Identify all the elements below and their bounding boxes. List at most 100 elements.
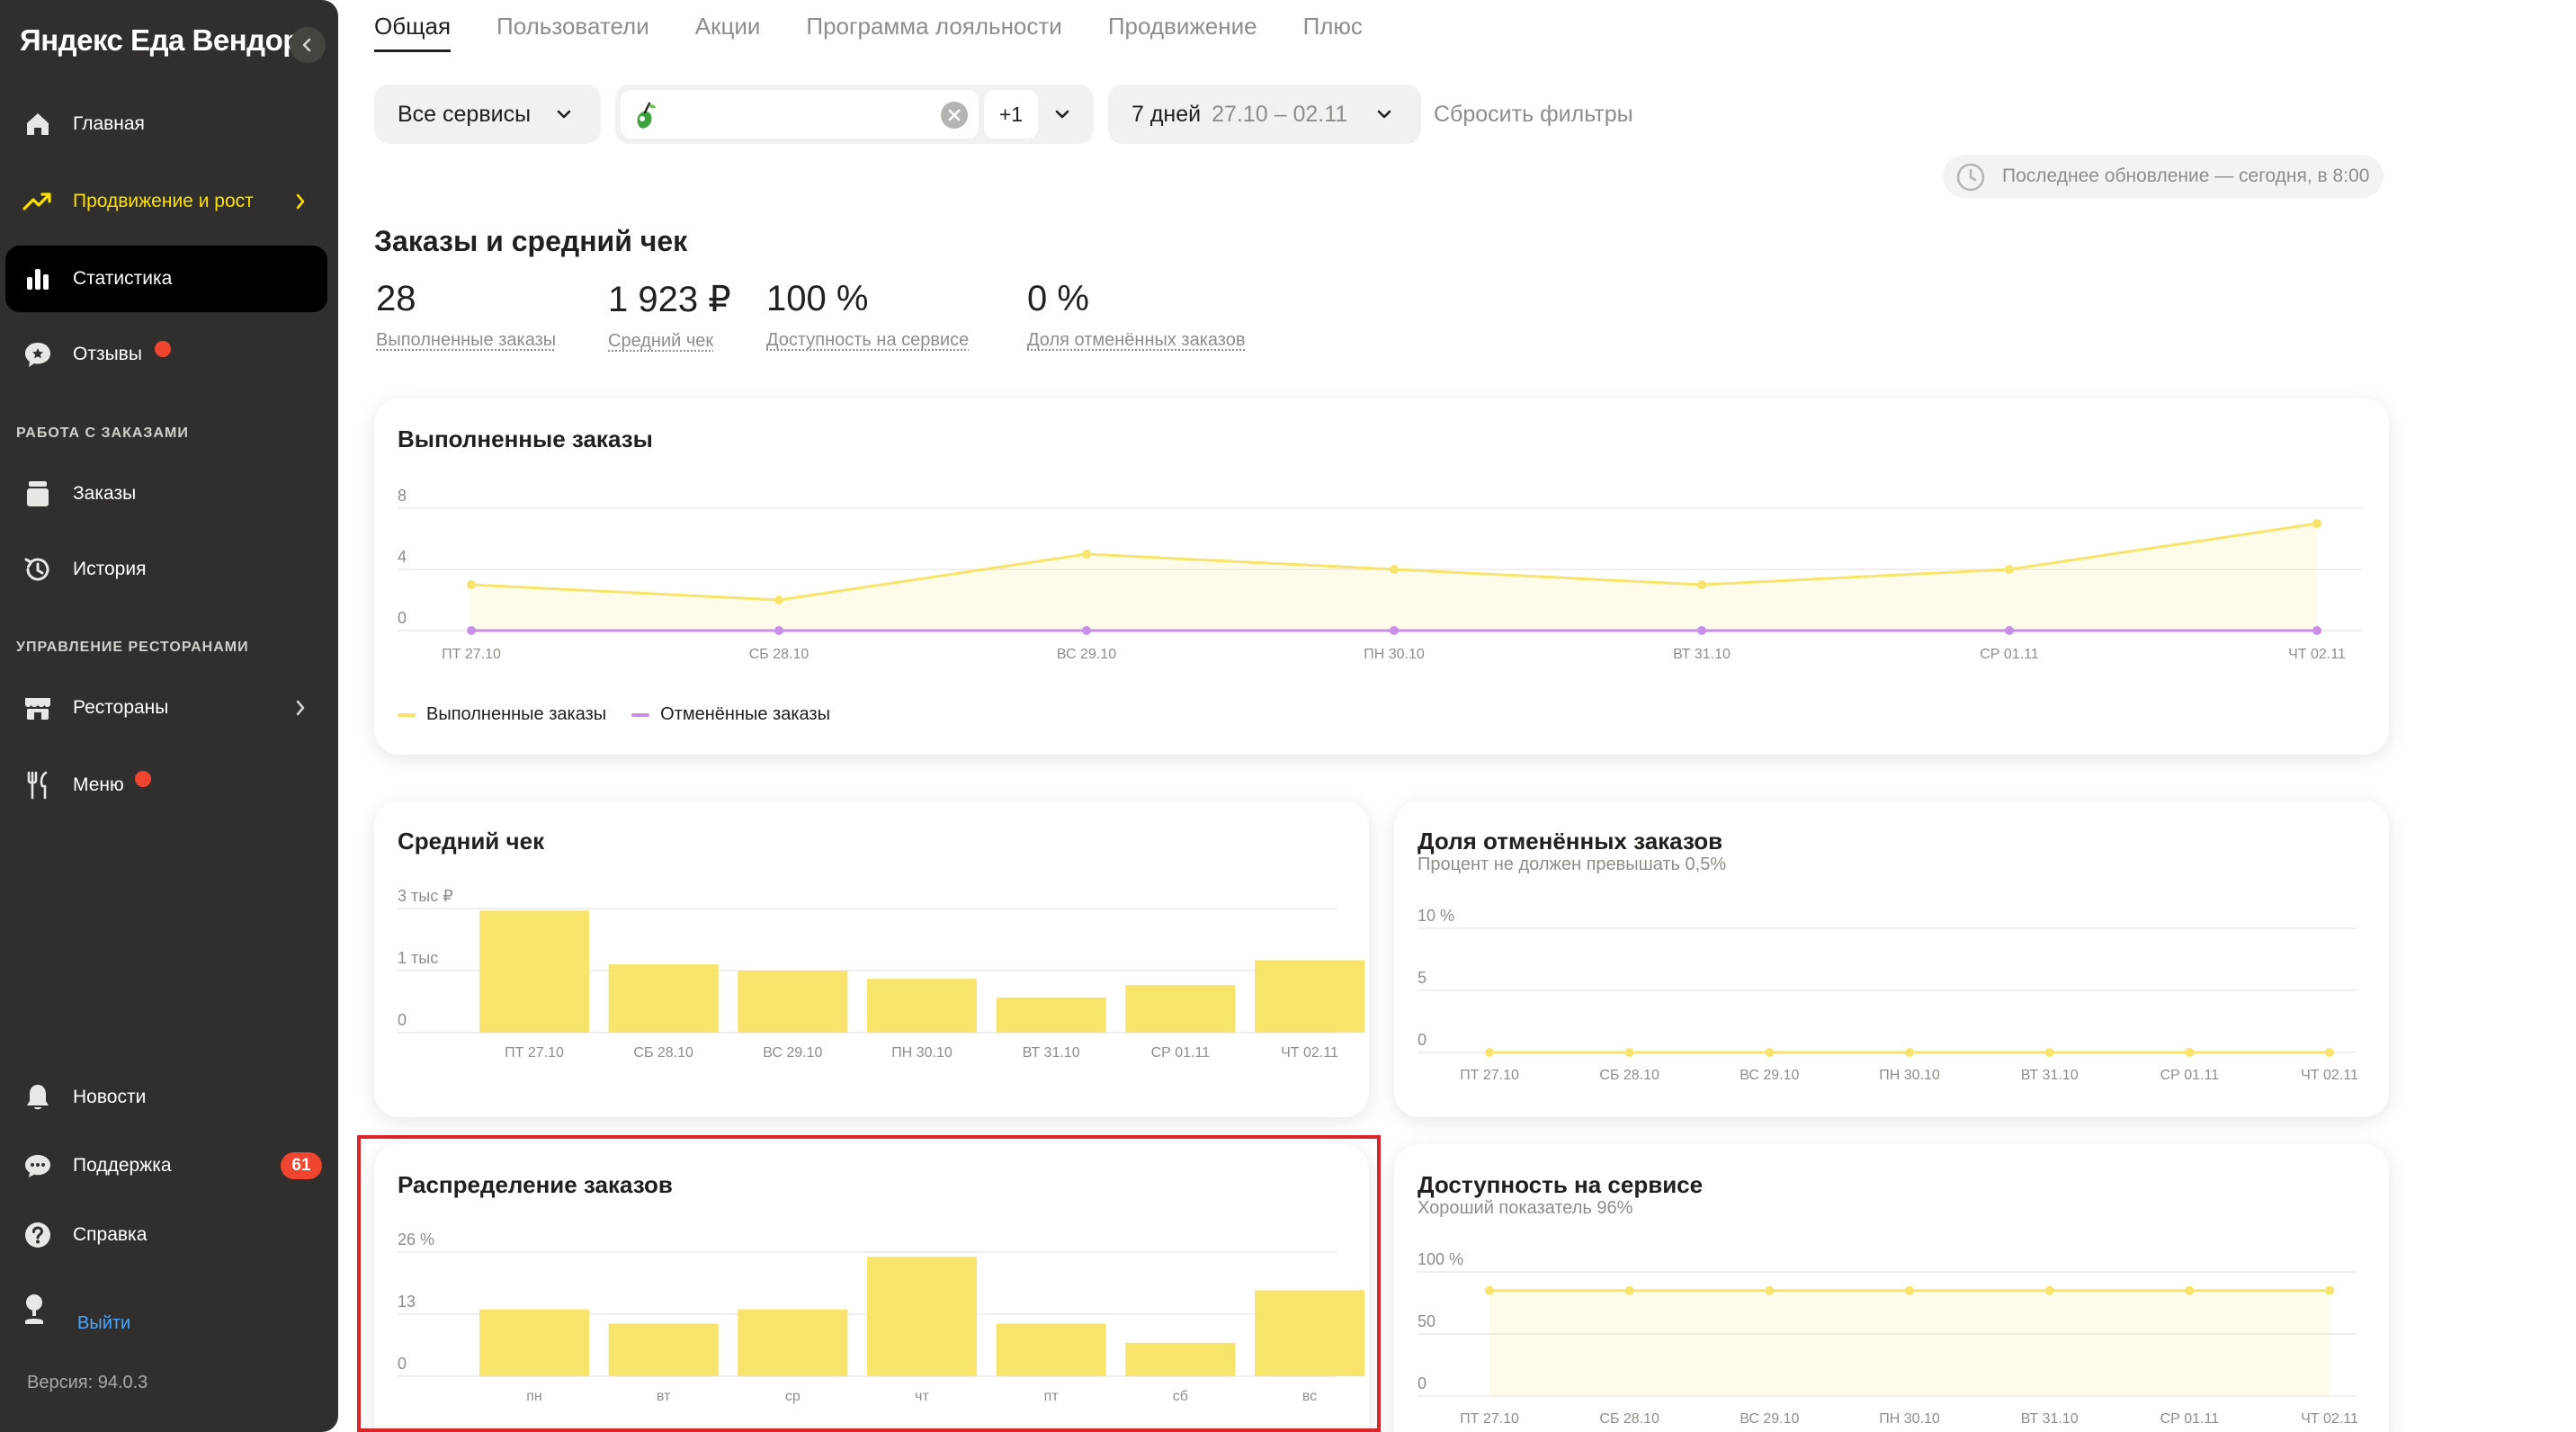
logout-link[interactable]: Выйти	[77, 1313, 131, 1333]
tab-promotions[interactable]: Акции	[694, 13, 761, 40]
availability-series-point	[1765, 1285, 1775, 1295]
completed-series-point	[2312, 519, 2321, 528]
chevron-down-icon[interactable]	[1052, 104, 1072, 124]
availability-series-point	[1624, 1285, 1634, 1295]
chart-legend: Выполненные заказы Отменённые заказы	[398, 704, 855, 725]
stats-icon	[20, 261, 56, 297]
kpi-average-check[interactable]: 1 923 ₽ Средний чек	[608, 279, 731, 352]
legend-swatch	[631, 712, 650, 717]
services-dropdown-value: Все сервисы	[398, 101, 532, 127]
chart-subtitle: Процент не должен превышать 0,5%	[1418, 855, 1727, 874]
collapse-sidebar-button[interactable]	[290, 27, 326, 63]
user-icon	[20, 1292, 49, 1332]
kpi-cancel-share[interactable]: 0 % Доля отменённых заказов	[1027, 279, 1246, 351]
kpi-availability[interactable]: 100 % Доступность на сервисе	[766, 279, 969, 351]
services-dropdown[interactable]: Все сервисы	[374, 85, 601, 144]
tab-general[interactable]: Общая	[374, 13, 452, 52]
sidebar-item-orders[interactable]: Заказы	[5, 461, 327, 527]
x-tick-label: ЧТ 02.11	[1281, 1045, 1338, 1061]
cancel-series-point	[1905, 1048, 1914, 1057]
restaurant-logo-icon	[637, 102, 656, 129]
bar	[867, 979, 977, 1033]
sidebar-item-label: Поддержка	[73, 1155, 172, 1176]
tab-advertising[interactable]: Продвижение	[1107, 13, 1257, 40]
kpi-label: Доля отменённых заказов	[1027, 330, 1246, 350]
chevron-down-icon	[557, 110, 571, 119]
sidebar-item-reviews[interactable]: Отзывы	[5, 321, 327, 388]
x-tick-label: ПТ 27.10	[505, 1045, 564, 1061]
x-tick-label: пн	[526, 1389, 542, 1404]
kpi-completed-orders[interactable]: 28 Выполненные заказы	[376, 279, 556, 351]
more-restaurants-chip[interactable]: +1	[984, 90, 1038, 139]
reviews-icon	[20, 336, 56, 372]
sidebar-item-support[interactable]: Поддержка 61	[5, 1132, 327, 1199]
area-chart-availability: 100 % 50 0 ПТ 27.10 СБ 28.10 ВС 29.10 ПН 30.10…	[1418, 1250, 2358, 1427]
y-tick-label: 8	[398, 487, 407, 505]
section-title-orders: РАБОТА С ЗАКАЗАМИ	[16, 425, 189, 441]
cancelled-series-point	[1390, 626, 1399, 635]
app-logo[interactable]: Яндекс Еда Вендор	[20, 23, 300, 57]
y-tick-label: 0	[398, 1011, 407, 1029]
bar	[479, 910, 589, 1033]
sidebar-item-label: Отзывы	[73, 344, 142, 364]
chart-title: Выполненные заказы	[398, 425, 653, 452]
x-tick-label: ВТ 31.10	[1673, 647, 1731, 662]
bar-chart-order-distribution: 26 % 13 0 пн вт ср чт пт сб вс	[398, 1231, 1364, 1404]
kpi-label: Средний чек	[608, 331, 714, 351]
restaurant-select-input[interactable]	[621, 90, 979, 139]
sidebar-item-news[interactable]: Новости	[5, 1064, 327, 1131]
clear-selection-icon[interactable]	[941, 102, 968, 129]
cancel-series-point	[1624, 1048, 1634, 1057]
sidebar-item-restaurants[interactable]: Рестораны	[5, 675, 327, 741]
sidebar-item-history[interactable]: История	[5, 536, 327, 603]
y-tick-label: 10 %	[1418, 907, 1454, 925]
chevron-right-icon	[296, 700, 305, 716]
completed-series-point	[1697, 580, 1706, 589]
y-tick-label: 26 %	[398, 1231, 434, 1249]
chart-title: Средний чек	[398, 828, 545, 855]
tab-plus[interactable]: Плюс	[1302, 13, 1363, 40]
x-tick-label: ЧТ 02.11	[2301, 1068, 2358, 1083]
legend-item-completed[interactable]: Выполненные заказы	[398, 704, 606, 725]
sidebar-item-label: История	[73, 559, 147, 579]
orders-icon	[20, 476, 56, 512]
bar	[479, 1309, 589, 1376]
sidebar-item-help[interactable]: Справка	[5, 1202, 327, 1268]
cancel-series-point	[1765, 1048, 1775, 1057]
cancelled-series-point	[2005, 626, 2014, 635]
chart-title: Доступность на сервисе	[1418, 1171, 1704, 1198]
y-tick-label: 100 %	[1418, 1250, 1463, 1268]
completed-series-point	[2005, 565, 2014, 574]
x-tick-label: ПН 30.10	[1879, 1411, 1940, 1427]
sidebar-item-menu[interactable]: Меню	[5, 752, 327, 819]
sidebar-item-home[interactable]: Главная	[5, 91, 327, 157]
reset-filters-link[interactable]: Сбросить фильтры	[1434, 102, 1633, 127]
sidebar-item-label: Новости	[73, 1087, 147, 1107]
x-tick-label: ПТ 27.10	[1460, 1411, 1519, 1427]
bar	[867, 1257, 977, 1376]
y-tick-label: 3 тыс ₽	[398, 887, 453, 905]
bar	[996, 1323, 1106, 1376]
sidebar-item-statistics[interactable]: Статистика	[5, 246, 327, 312]
notification-dot	[155, 341, 171, 357]
chart-title: Распределение заказов	[398, 1171, 673, 1198]
bar	[1255, 1290, 1364, 1376]
y-tick-label: 1 тыс	[398, 949, 438, 967]
x-tick-label: ЧТ 02.11	[2301, 1411, 2358, 1427]
x-tick-label: ЧТ 02.11	[2288, 647, 2346, 662]
sidebar-item-promotion[interactable]: Продвижение и рост	[5, 168, 327, 235]
tab-bar: Общая Пользователи Акции Программа лояль…	[374, 13, 1409, 52]
cancelled-series-point	[774, 626, 783, 635]
period-dropdown[interactable]: 7 дней 27.10 – 02.11	[1108, 85, 1421, 144]
legend-item-cancelled[interactable]: Отменённые заказы	[631, 704, 830, 725]
card-average-check: Средний чек 3 тыс ₽ 1 тыс 0 ПТ 27.10 СБ 28.1…	[374, 801, 1369, 1117]
cancelled-series-point	[2312, 626, 2321, 635]
x-tick-label: ВТ 31.10	[1023, 1045, 1080, 1061]
tab-users[interactable]: Пользователи	[496, 13, 649, 40]
x-tick-label: СР 01.11	[1980, 647, 2039, 662]
x-tick-label: сб	[1173, 1389, 1188, 1404]
completed-series-point	[1082, 550, 1091, 559]
restaurant-icon	[20, 690, 56, 726]
tab-loyalty[interactable]: Программа лояльности	[806, 13, 1062, 40]
chart-title: Доля отменённых заказов	[1418, 828, 1723, 855]
